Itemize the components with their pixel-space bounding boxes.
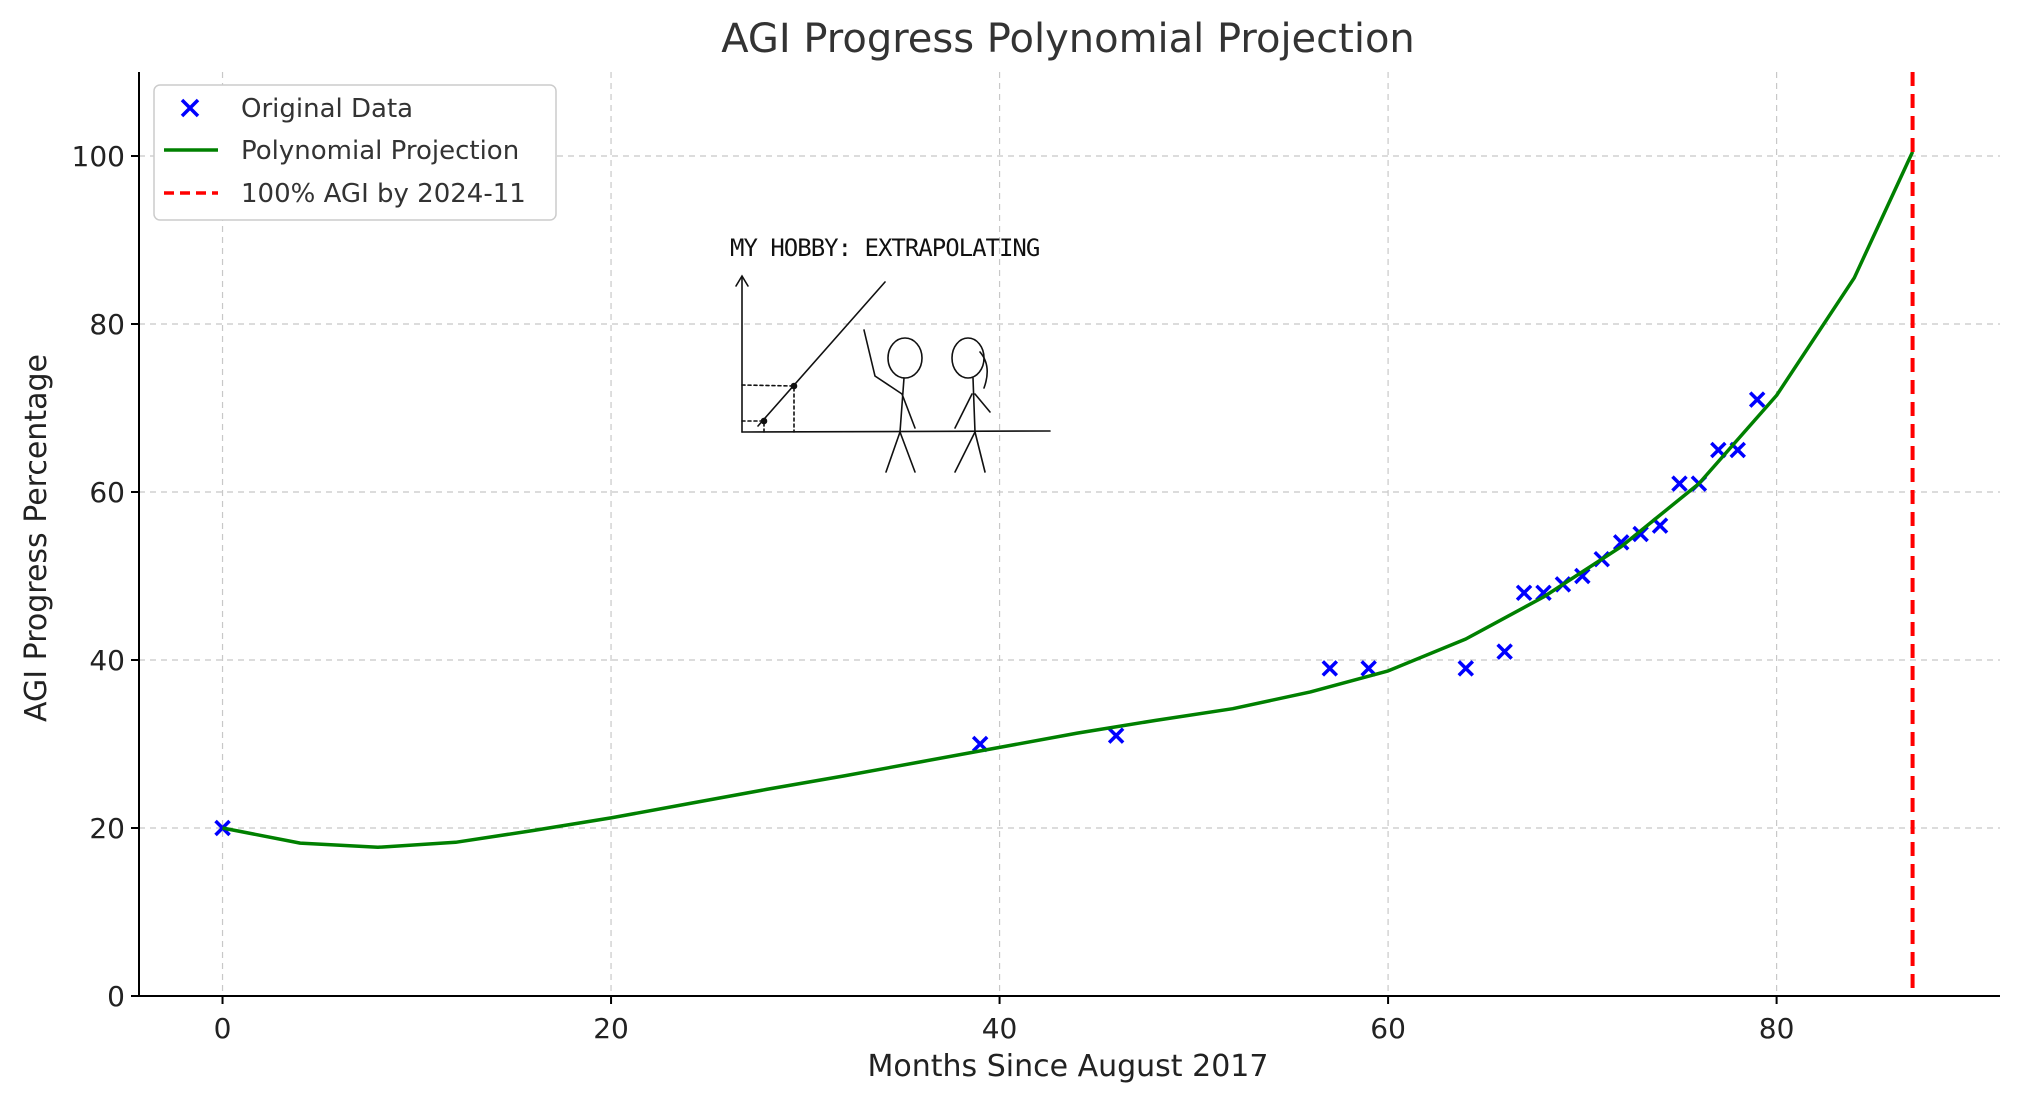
legend-label-original-data: Original Data bbox=[241, 94, 413, 124]
data-point-x-marker bbox=[1321, 660, 1339, 677]
y-tick-label: 80 bbox=[89, 308, 125, 341]
data-point-x-marker bbox=[1671, 475, 1688, 492]
comic-caption: MY HOBBY: EXTRAPOLATING bbox=[730, 234, 1039, 262]
axes-layer: 0 20 40 60 80 0 20 40 60 80 100 bbox=[72, 72, 2000, 1045]
legend: Original Data Polynomial Projection 100%… bbox=[153, 84, 557, 221]
data-point-x-marker bbox=[1632, 525, 1649, 543]
legend-box bbox=[153, 84, 557, 221]
legend-label-agi-deadline: 100% AGI by 2024-11 bbox=[241, 179, 526, 209]
data-point-x-marker bbox=[1107, 727, 1125, 744]
chart-title: AGI Progress Polynomial Projection bbox=[721, 16, 1415, 62]
data-point-x-marker bbox=[1457, 660, 1475, 677]
data-point-x-marker bbox=[1515, 584, 1533, 602]
extrapolating-comic-image: MY HOBBY: EXTRAPOLATING bbox=[730, 234, 1051, 473]
y-axis-label: AGI Progress Percentage bbox=[19, 354, 54, 722]
legend-entry-polynomial-projection: Polynomial Projection bbox=[164, 136, 519, 166]
legend-label-polynomial-projection: Polynomial Projection bbox=[241, 136, 519, 166]
y-tick-label: 100 bbox=[72, 140, 125, 173]
data-point-x-marker bbox=[1612, 534, 1630, 551]
legend-marker-x bbox=[180, 98, 200, 118]
y-tick-label: 60 bbox=[89, 476, 125, 509]
y-tick-label: 0 bbox=[107, 980, 125, 1013]
y-tick-label: 40 bbox=[89, 644, 125, 677]
polynomial-projection-line bbox=[222, 151, 1915, 850]
data-point-x-marker bbox=[1360, 660, 1377, 677]
legend-entry-original-data: Original Data bbox=[180, 94, 413, 124]
data-layer bbox=[214, 72, 1915, 996]
data-point-x-marker bbox=[1496, 643, 1513, 660]
legend-entry-agi-deadline: 100% AGI by 2024-11 bbox=[164, 179, 526, 209]
x-tick-label: 80 bbox=[1759, 1012, 1795, 1045]
x-axis-label: Months Since August 2017 bbox=[868, 1049, 1269, 1084]
x-tick-label: 60 bbox=[1370, 1012, 1406, 1045]
data-point-x-marker bbox=[1535, 584, 1552, 602]
x-tick-label: 20 bbox=[593, 1012, 629, 1045]
data-point-x-marker bbox=[1748, 391, 1766, 408]
y-tick-label: 20 bbox=[89, 812, 125, 845]
x-tick-label: 0 bbox=[214, 1012, 232, 1045]
x-tick-label: 40 bbox=[982, 1012, 1018, 1045]
data-point-x-marker bbox=[1574, 567, 1591, 585]
